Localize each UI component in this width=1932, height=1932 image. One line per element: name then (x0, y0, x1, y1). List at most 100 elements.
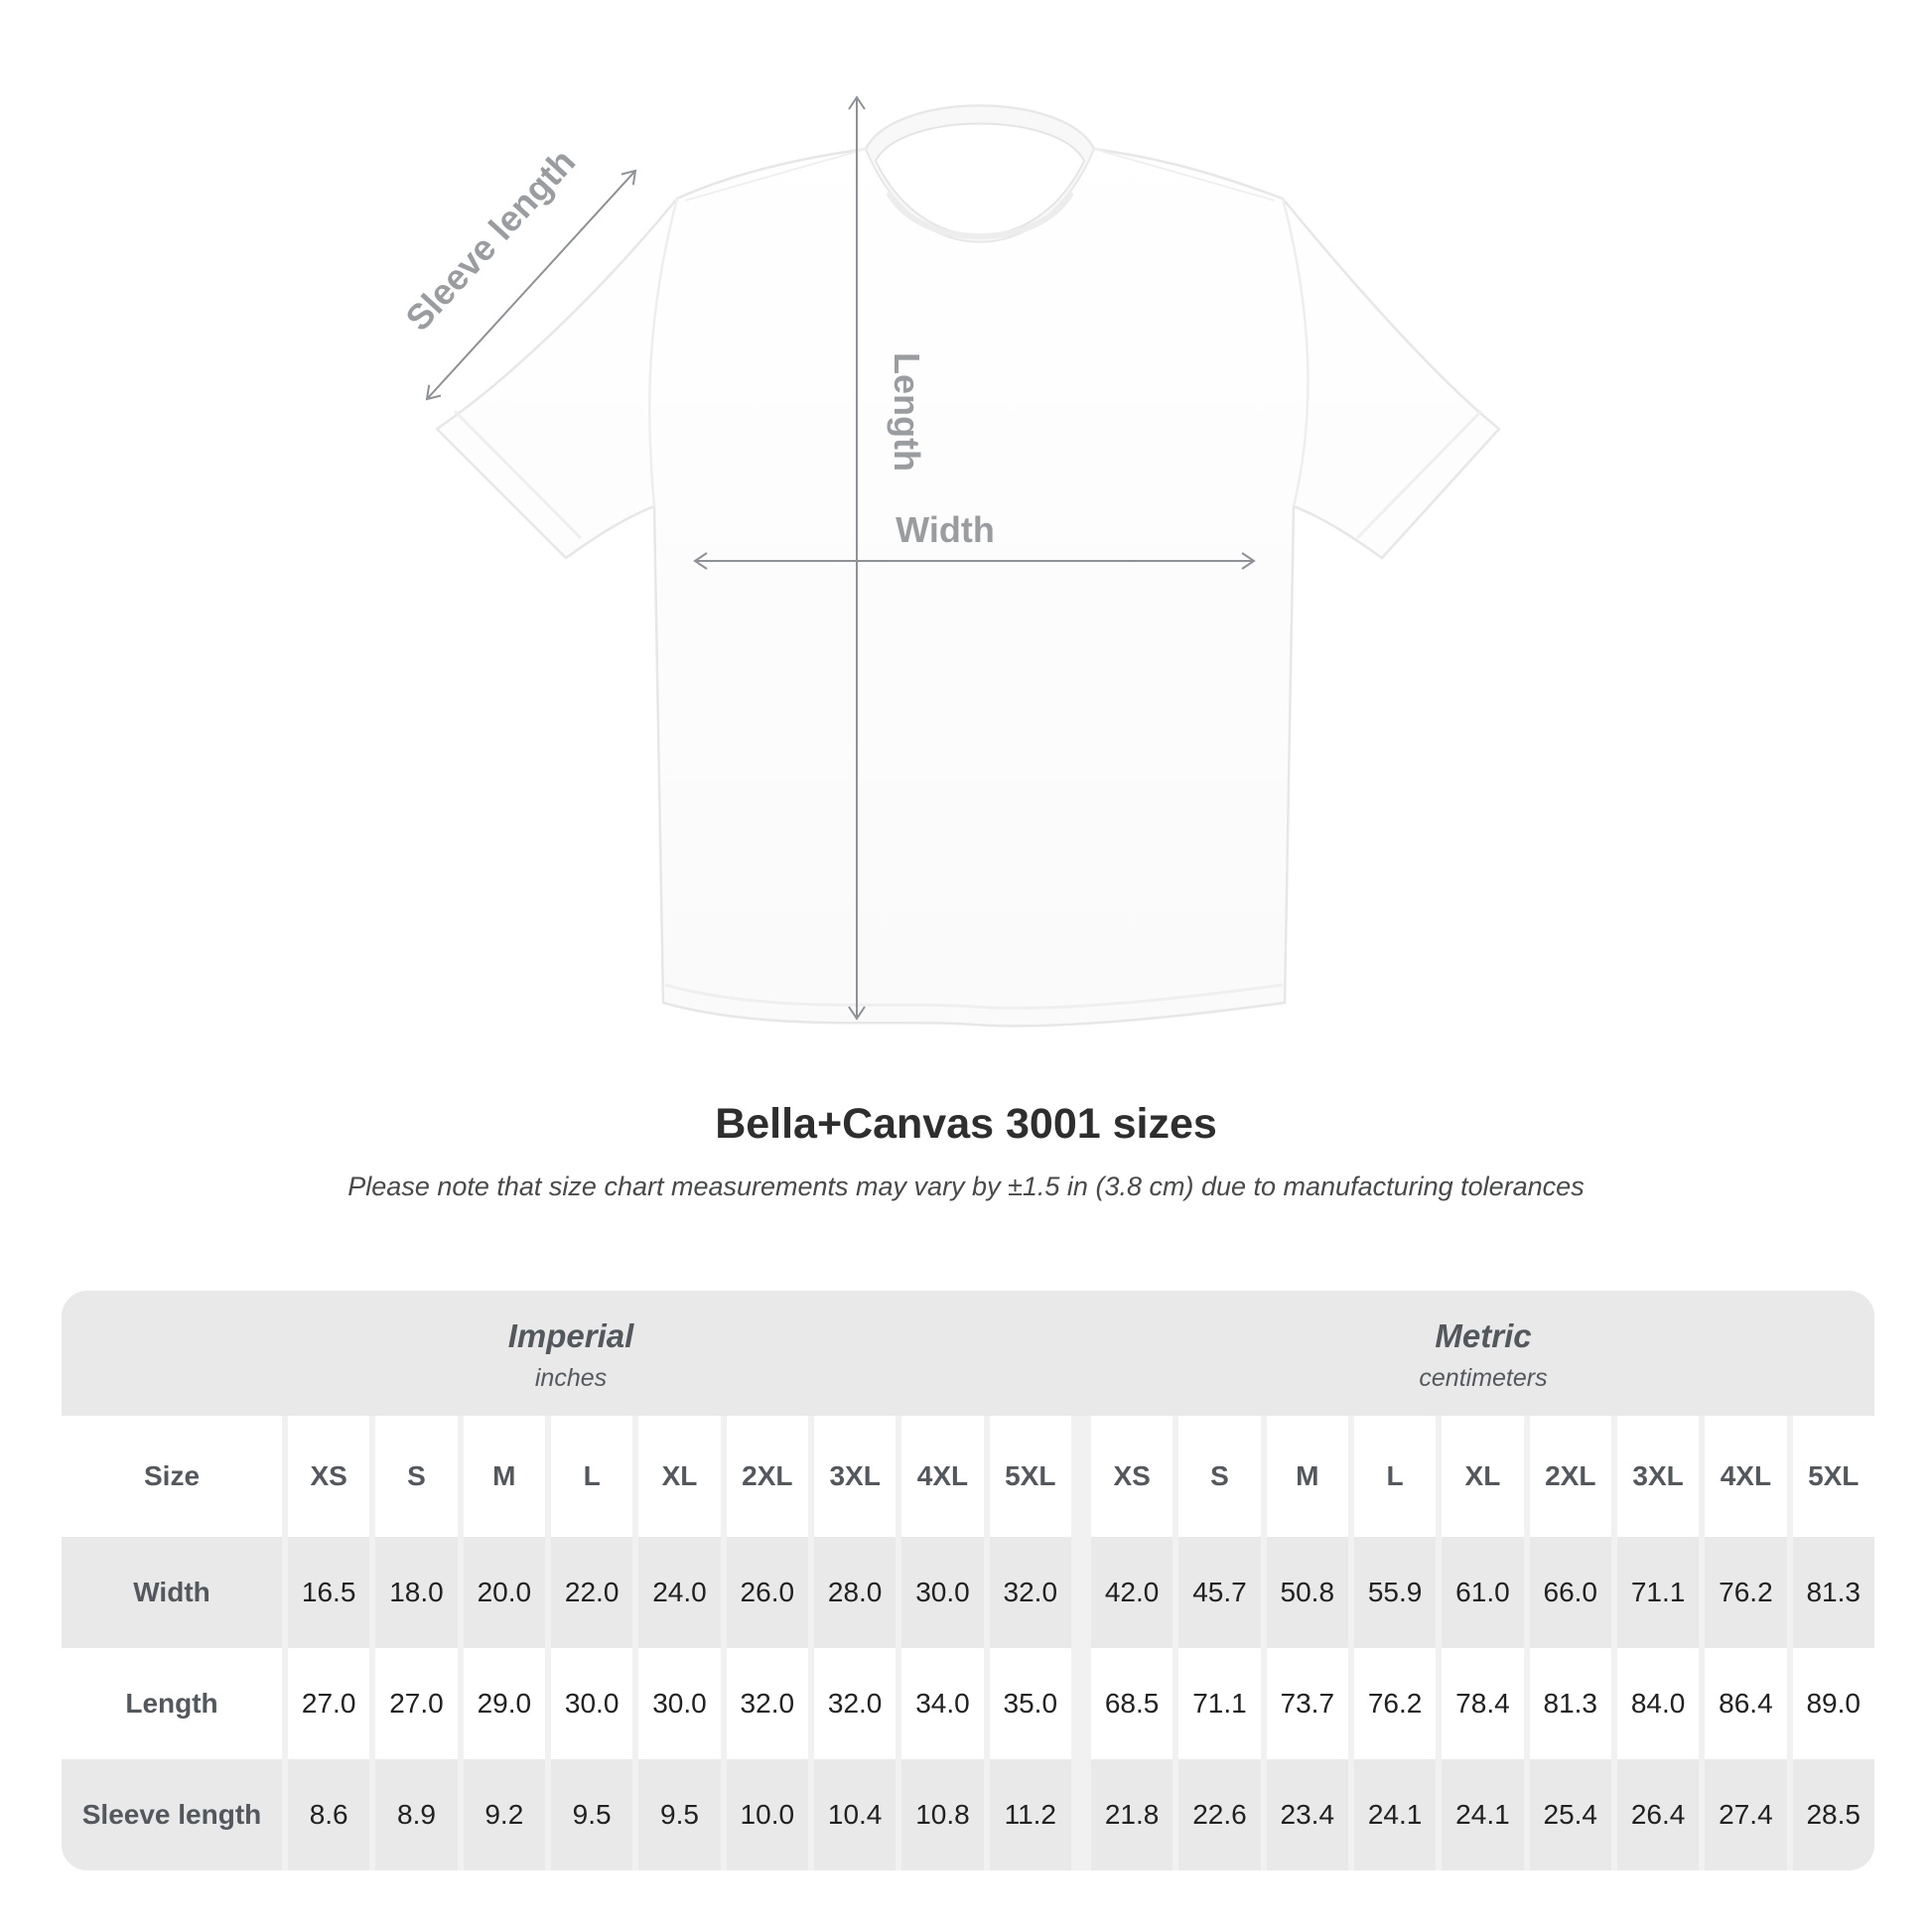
table-row-width: Width 16.5 18.0 20.0 22.0 24.0 26.0 28.0… (62, 1537, 1874, 1648)
imperial-group-label: Imperial (507, 1317, 634, 1354)
sleeve-imperial-l: 9.5 (550, 1759, 633, 1870)
row-label: Sleeve length (62, 1759, 282, 1870)
metric-group-header: Metric centimeters (1419, 1291, 1547, 1418)
width-metric-s: 45.7 (1178, 1537, 1261, 1648)
size-header-imperial-3xl: 3XL (813, 1416, 897, 1537)
sleeve-length-label: Sleeve length (397, 141, 583, 339)
sleeve-metric-xs: 21.8 (1090, 1759, 1173, 1870)
width-metric-xl: 61.0 (1442, 1537, 1524, 1648)
size-header-imperial-2xl: 2XL (726, 1416, 808, 1537)
unit-group-header: Imperial inches Metric centimeters (62, 1291, 1874, 1416)
size-header-metric-l: L (1353, 1416, 1437, 1537)
size-header-metric-m: M (1266, 1416, 1348, 1537)
page-subtitle: Please note that size chart measurements… (347, 1172, 1585, 1201)
length-metric-5xl: 89.0 (1792, 1648, 1874, 1759)
length-imperial-4xl: 34.0 (901, 1648, 984, 1759)
sleeve-metric-xl: 24.1 (1442, 1759, 1524, 1870)
sleeve-metric-5xl: 28.5 (1792, 1759, 1874, 1870)
size-header-imperial-m: M (463, 1416, 545, 1537)
table-row-sleeve-length: Sleeve length 8.6 8.9 9.2 9.5 9.5 10.0 1… (62, 1759, 1874, 1870)
size-table: Imperial inches Metric centimeters Size … (62, 1291, 1874, 1870)
size-header-metric-4xl: 4XL (1705, 1416, 1787, 1537)
width-metric-5xl: 81.3 (1792, 1537, 1874, 1648)
size-header-metric-xs: XS (1090, 1416, 1173, 1537)
width-imperial-xl: 24.0 (638, 1537, 721, 1648)
length-imperial-5xl: 35.0 (989, 1648, 1071, 1759)
size-header-row: Size XS S M L XL 2XL 3XL 4XL 5XL XS S M … (62, 1416, 1874, 1537)
length-metric-l: 76.2 (1353, 1648, 1437, 1759)
width-imperial-m: 20.0 (463, 1537, 545, 1648)
group-divider (1077, 1416, 1085, 1537)
width-imperial-s: 18.0 (375, 1537, 458, 1648)
group-divider (1077, 1537, 1085, 1648)
metric-group-unit: centimeters (1419, 1364, 1548, 1392)
sleeve-imperial-xs: 8.6 (288, 1759, 370, 1870)
size-header-imperial-xl: XL (638, 1416, 721, 1537)
width-imperial-2xl: 26.0 (726, 1537, 808, 1648)
sleeve-metric-s: 22.6 (1178, 1759, 1261, 1870)
sleeve-imperial-m: 9.2 (463, 1759, 545, 1870)
sleeve-metric-l: 24.1 (1353, 1759, 1437, 1870)
size-header-imperial-xs: XS (288, 1416, 370, 1537)
group-divider (1077, 1648, 1085, 1759)
size-header-imperial-5xl: 5XL (989, 1416, 1071, 1537)
sleeve-length-arrow (425, 169, 637, 401)
length-metric-xl: 78.4 (1442, 1648, 1524, 1759)
size-header-imperial-s: S (375, 1416, 458, 1537)
sleeve-metric-4xl: 27.4 (1705, 1759, 1787, 1870)
tshirt-illustration (435, 104, 1501, 1028)
width-metric-2xl: 66.0 (1529, 1537, 1611, 1648)
length-imperial-xl: 30.0 (638, 1648, 721, 1759)
width-imperial-xs: 16.5 (288, 1537, 370, 1648)
length-metric-m: 73.7 (1266, 1648, 1348, 1759)
length-metric-xs: 68.5 (1090, 1648, 1173, 1759)
length-imperial-s: 27.0 (375, 1648, 458, 1759)
row-label: Width (62, 1537, 282, 1648)
sleeve-imperial-s: 8.9 (375, 1759, 458, 1870)
width-metric-xs: 42.0 (1090, 1537, 1173, 1648)
sleeve-imperial-3xl: 10.4 (813, 1759, 897, 1870)
imperial-group-unit: inches (534, 1364, 608, 1392)
width-imperial-l: 22.0 (550, 1537, 633, 1648)
width-imperial-4xl: 30.0 (901, 1537, 984, 1648)
size-header-imperial-4xl: 4XL (901, 1416, 984, 1537)
size-header-metric-xl: XL (1442, 1416, 1524, 1537)
length-imperial-l: 30.0 (550, 1648, 633, 1759)
sleeve-imperial-xl: 9.5 (638, 1759, 721, 1870)
width-metric-3xl: 71.1 (1616, 1537, 1700, 1648)
sleeve-metric-m: 23.4 (1266, 1759, 1348, 1870)
length-metric-4xl: 86.4 (1705, 1648, 1787, 1759)
imperial-group-header: Imperial inches (508, 1291, 634, 1418)
size-header-metric-s: S (1178, 1416, 1261, 1537)
sleeve-imperial-5xl: 11.2 (989, 1759, 1071, 1870)
metric-group-label: Metric (1435, 1317, 1532, 1354)
group-divider (1077, 1759, 1085, 1870)
width-metric-l: 55.9 (1353, 1537, 1437, 1648)
row-label: Length (62, 1648, 282, 1759)
length-metric-2xl: 81.3 (1529, 1648, 1611, 1759)
width-label: Width (896, 509, 995, 550)
sleeve-imperial-4xl: 10.8 (901, 1759, 984, 1870)
width-imperial-5xl: 32.0 (989, 1537, 1071, 1648)
size-header-metric-3xl: 3XL (1616, 1416, 1700, 1537)
length-metric-s: 71.1 (1178, 1648, 1261, 1759)
page-title: Bella+Canvas 3001 sizes (715, 1100, 1217, 1148)
length-imperial-3xl: 32.0 (813, 1648, 897, 1759)
size-column-header: Size (62, 1416, 282, 1537)
size-header-metric-5xl: 5XL (1792, 1416, 1874, 1537)
sleeve-imperial-2xl: 10.0 (726, 1759, 808, 1870)
size-header-metric-2xl: 2XL (1529, 1416, 1611, 1537)
size-header-imperial-l: L (550, 1416, 633, 1537)
width-imperial-3xl: 28.0 (813, 1537, 897, 1648)
table-row-length: Length 27.0 27.0 29.0 30.0 30.0 32.0 32.… (62, 1648, 1874, 1759)
sleeve-metric-3xl: 26.4 (1616, 1759, 1700, 1870)
width-metric-4xl: 76.2 (1705, 1537, 1787, 1648)
length-metric-3xl: 84.0 (1616, 1648, 1700, 1759)
sleeve-metric-2xl: 25.4 (1529, 1759, 1611, 1870)
length-label: Length (887, 352, 927, 472)
length-imperial-xs: 27.0 (288, 1648, 370, 1759)
length-imperial-m: 29.0 (463, 1648, 545, 1759)
tshirt-measurement-diagram: Sleeve length Length Width (397, 95, 1501, 1028)
width-metric-m: 50.8 (1266, 1537, 1348, 1648)
